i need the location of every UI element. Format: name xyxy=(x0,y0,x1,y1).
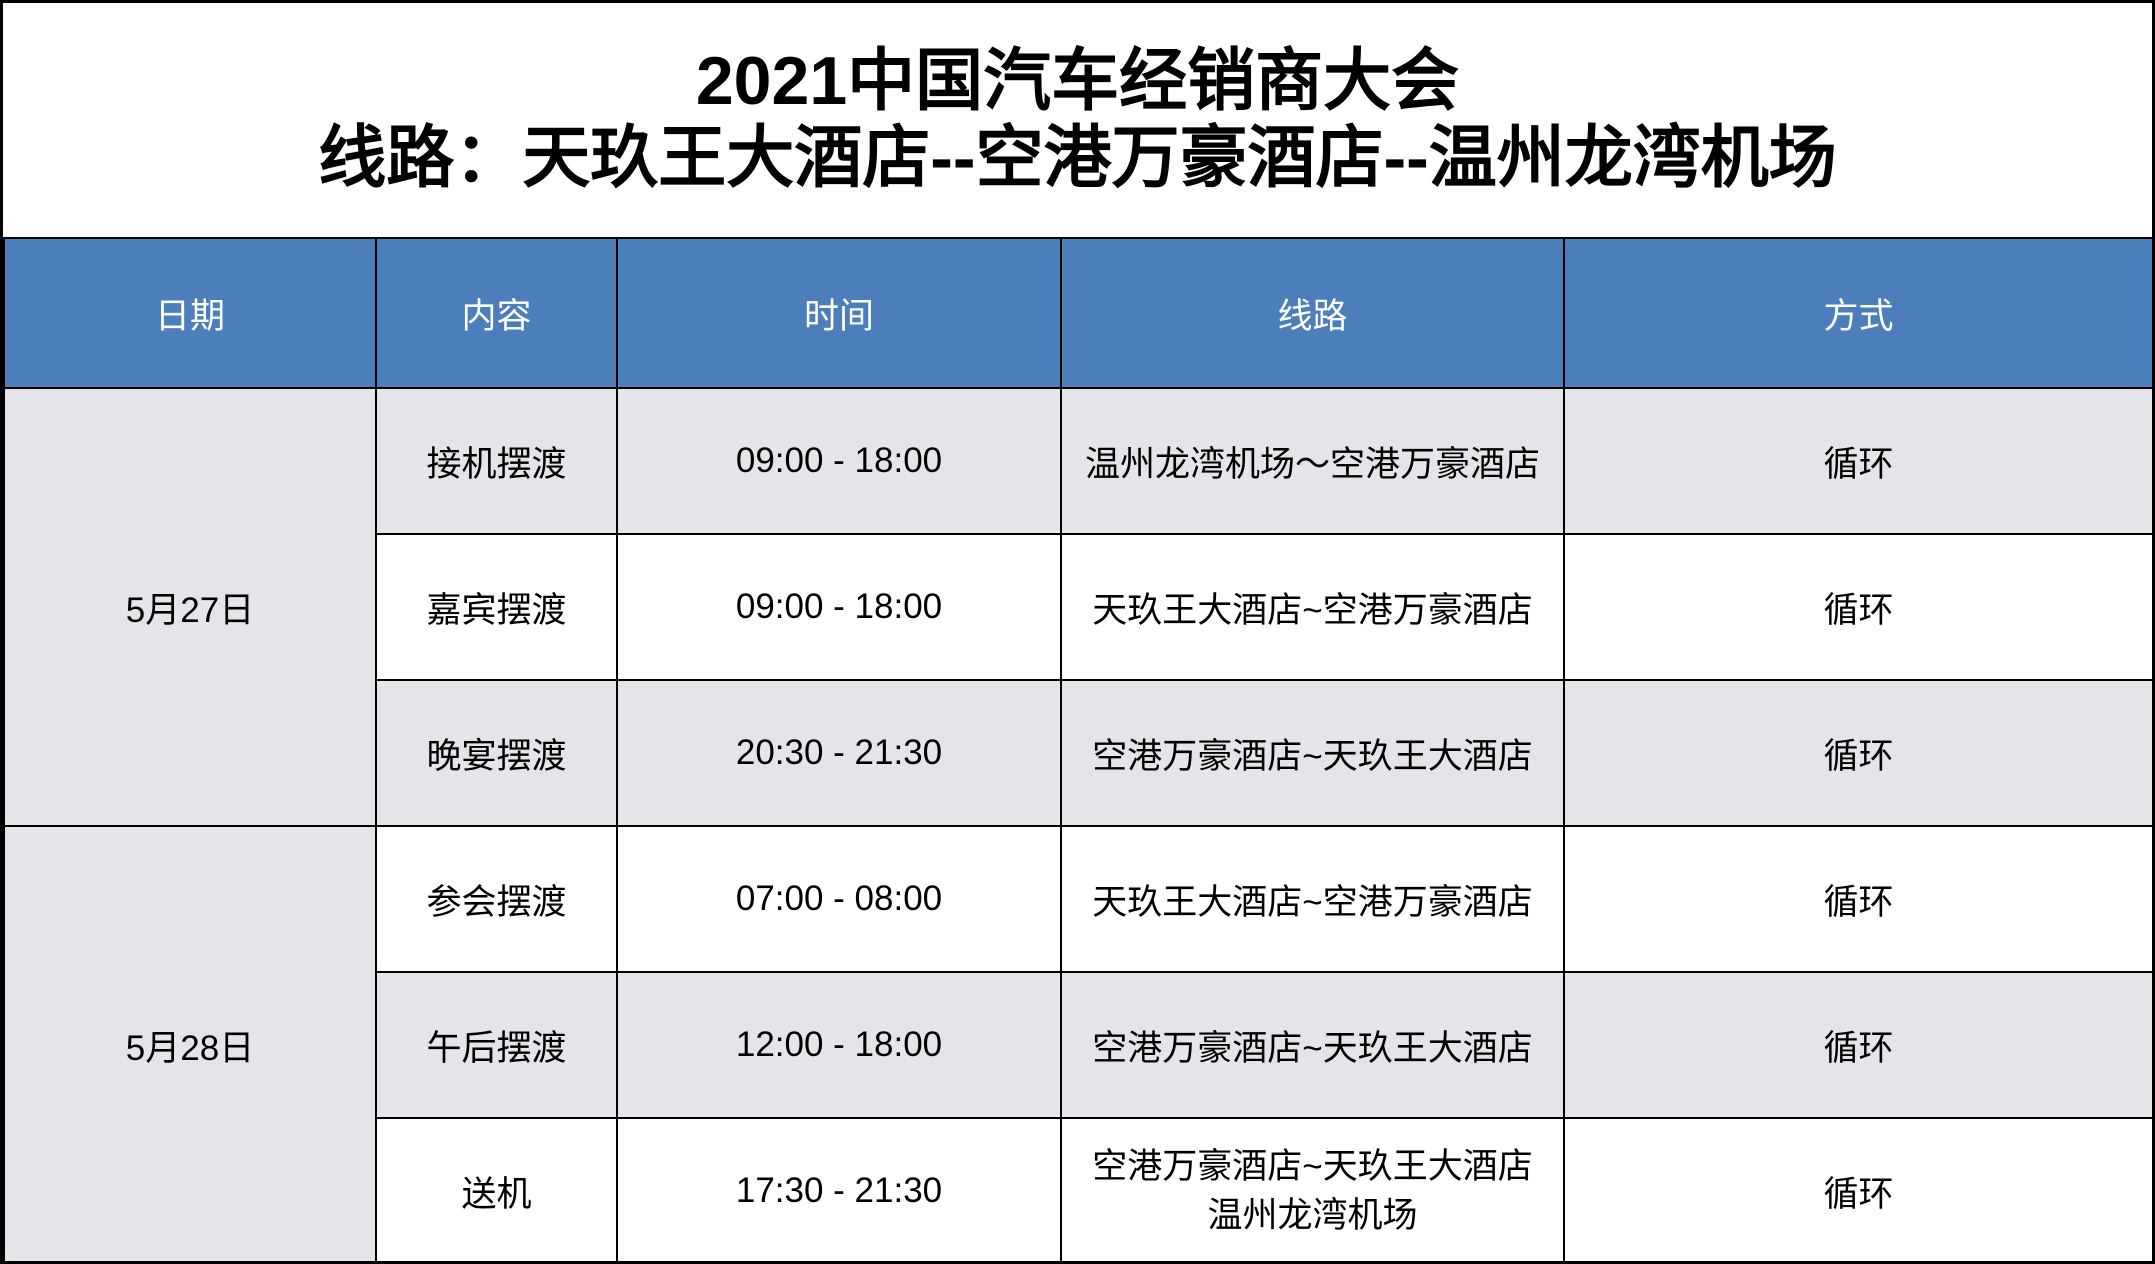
route-cell: 空港万豪酒店~天玖王大酒店 温州龙湾机场 xyxy=(1060,1117,1565,1261)
content-cell: 参会摆渡 xyxy=(375,825,618,973)
method-cell: 循环 xyxy=(1563,825,2152,973)
title-block: 2021中国汽车经销商大会 线路：天玖王大酒店--空港万豪酒店--温州龙湾机场 xyxy=(3,3,2152,237)
time-cell: 12:00 - 18:00 xyxy=(616,971,1062,1119)
table-row: 午后摆渡 12:00 - 18:00 空港万豪酒店~天玖王大酒店 循环 xyxy=(4,971,2152,1119)
route-cell: 温州龙湾机场～空港万豪酒店 xyxy=(1060,387,1565,535)
col-header-content: 内容 xyxy=(375,237,618,389)
event-title: 2021中国汽车经销商大会 xyxy=(695,43,1460,119)
col-header-method: 方式 xyxy=(1563,237,2152,389)
route-cell: 空港万豪酒店~天玖王大酒店 xyxy=(1060,971,1565,1119)
method-cell: 循环 xyxy=(1563,679,2152,827)
content-cell: 晚宴摆渡 xyxy=(375,679,618,827)
content-cell: 接机摆渡 xyxy=(375,387,618,535)
content-cell: 送机 xyxy=(375,1117,618,1261)
shuttle-schedule-table: 日期 内容 时间 线路 方式 5月27日 接机摆渡 09:00 - 18:00 … xyxy=(3,237,2152,1261)
table-row: 送机 17:30 - 21:30 空港万豪酒店~天玖王大酒店 温州龙湾机场 循环 xyxy=(4,1117,2152,1261)
method-cell: 循环 xyxy=(1563,387,2152,535)
route-line-2: 温州龙湾机场 xyxy=(1207,1196,1418,1235)
time-cell: 20:30 - 21:30 xyxy=(616,679,1062,827)
date-cell-may27: 5月27日 xyxy=(3,387,377,827)
table-row: 晚宴摆渡 20:30 - 21:30 空港万豪酒店~天玖王大酒店 循环 xyxy=(4,679,2152,827)
header-row: 日期 内容 时间 线路 方式 xyxy=(3,237,2152,389)
table-row: 5月27日 接机摆渡 09:00 - 18:00 温州龙湾机场～空港万豪酒店 循… xyxy=(3,387,2152,827)
route-line-1: 空港万豪酒店~天玖王大酒店 xyxy=(1092,1147,1533,1186)
method-cell: 循环 xyxy=(1563,971,2152,1119)
time-cell: 07:00 - 08:00 xyxy=(616,825,1062,973)
table-row: 嘉宾摆渡 09:00 - 18:00 天玖王大酒店~空港万豪酒店 循环 xyxy=(4,533,2152,681)
time-cell: 17:30 - 21:30 xyxy=(616,1117,1062,1261)
method-cell: 循环 xyxy=(1563,1117,2152,1261)
content-cell: 嘉宾摆渡 xyxy=(375,533,618,681)
col-header-route: 线路 xyxy=(1060,237,1565,389)
table-row: 5月28日 参会摆渡 07:00 - 08:00 天玖王大酒店~空港万豪酒店 循… xyxy=(3,825,2152,1261)
col-header-date: 日期 xyxy=(3,237,377,389)
route-cell: 空港万豪酒店~天玖王大酒店 xyxy=(1060,679,1565,827)
content-cell: 午后摆渡 xyxy=(375,971,618,1119)
time-cell: 09:00 - 18:00 xyxy=(616,533,1062,681)
date-cell-may28: 5月28日 xyxy=(3,825,377,1261)
route-cell: 天玖王大酒店~空港万豪酒店 xyxy=(1060,533,1565,681)
route-cell: 天玖王大酒店~空港万豪酒店 xyxy=(1060,825,1565,973)
time-cell: 09:00 - 18:00 xyxy=(616,387,1062,535)
route-subtitle: 线路：天玖王大酒店--空港万豪酒店--温州龙湾机场 xyxy=(318,120,1837,196)
col-header-time: 时间 xyxy=(616,237,1062,389)
method-cell: 循环 xyxy=(1563,533,2152,681)
